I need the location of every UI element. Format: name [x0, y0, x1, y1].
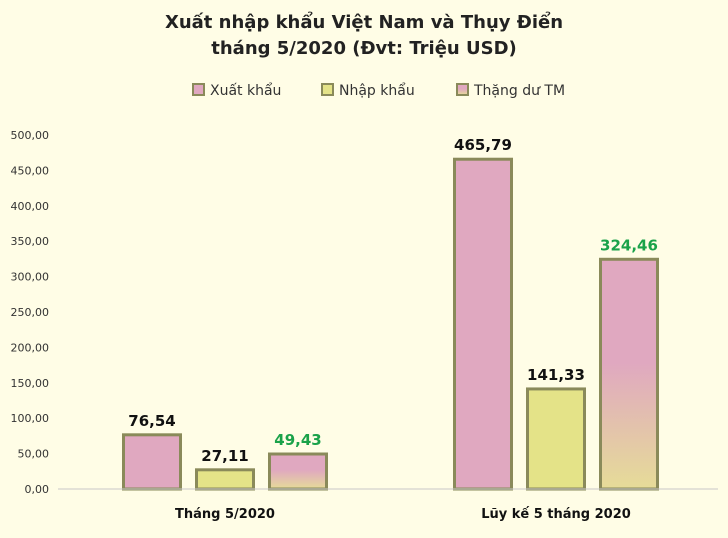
y-tick-label: 100,00 — [11, 412, 50, 425]
x-category-label: Tháng 5/2020 — [175, 507, 275, 522]
legend-label-1: Nhập khẩu — [339, 82, 415, 99]
data-label: 76,54 — [128, 412, 175, 430]
chart-subtitle: tháng 5/2020 (Đvt: Triệu USD) — [211, 38, 517, 59]
x-axis: Tháng 5/2020 Lũy kế 5 tháng 2020 — [58, 488, 718, 522]
y-tick-label: 300,00 — [11, 271, 50, 284]
legend-swatch-2 — [456, 83, 469, 96]
data-label: 465,79 — [454, 136, 512, 154]
y-tick-label: 450,00 — [11, 164, 50, 177]
data-label: 49,43 — [274, 431, 321, 449]
legend-label-2: Thặng dư TM — [473, 83, 565, 99]
y-tick-label: 400,00 — [11, 200, 50, 213]
bar — [268, 452, 328, 491]
data-label: 324,46 — [600, 236, 658, 254]
y-tick-label: 150,00 — [11, 377, 50, 390]
legend-swatch-0 — [192, 83, 205, 96]
y-tick-label: 0,00 — [25, 483, 50, 496]
bar — [453, 157, 513, 491]
data-label: 141,33 — [527, 366, 585, 384]
legend-swatch-1 — [321, 83, 334, 96]
y-tick-label: 350,00 — [11, 235, 50, 248]
y-tick-label: 500,00 — [11, 129, 50, 142]
bar — [599, 257, 659, 491]
bars: 76,54 27,11 49,43 465,79 141,33 324,46 — [122, 136, 659, 491]
legend-label-0: Xuất khẩu — [210, 82, 281, 99]
x-category-label: Lũy kế 5 tháng 2020 — [481, 507, 631, 522]
y-tick-label: 200,00 — [11, 341, 50, 354]
chart-title: Xuất nhập khẩu Việt Nam và Thụy Điển — [165, 11, 563, 33]
y-tick-label: 250,00 — [11, 306, 50, 319]
bar — [122, 433, 182, 491]
y-axis: 0,00 50,00 100,00 150,00 200,00 250,00 300,00 3… — [11, 129, 50, 496]
bar — [195, 468, 255, 491]
data-label: 27,11 — [201, 447, 248, 465]
y-tick-label: 50,00 — [18, 448, 50, 461]
bar — [526, 387, 586, 491]
legend: Xuất khẩu Nhập khẩu Thặng dư TM — [192, 82, 565, 99]
